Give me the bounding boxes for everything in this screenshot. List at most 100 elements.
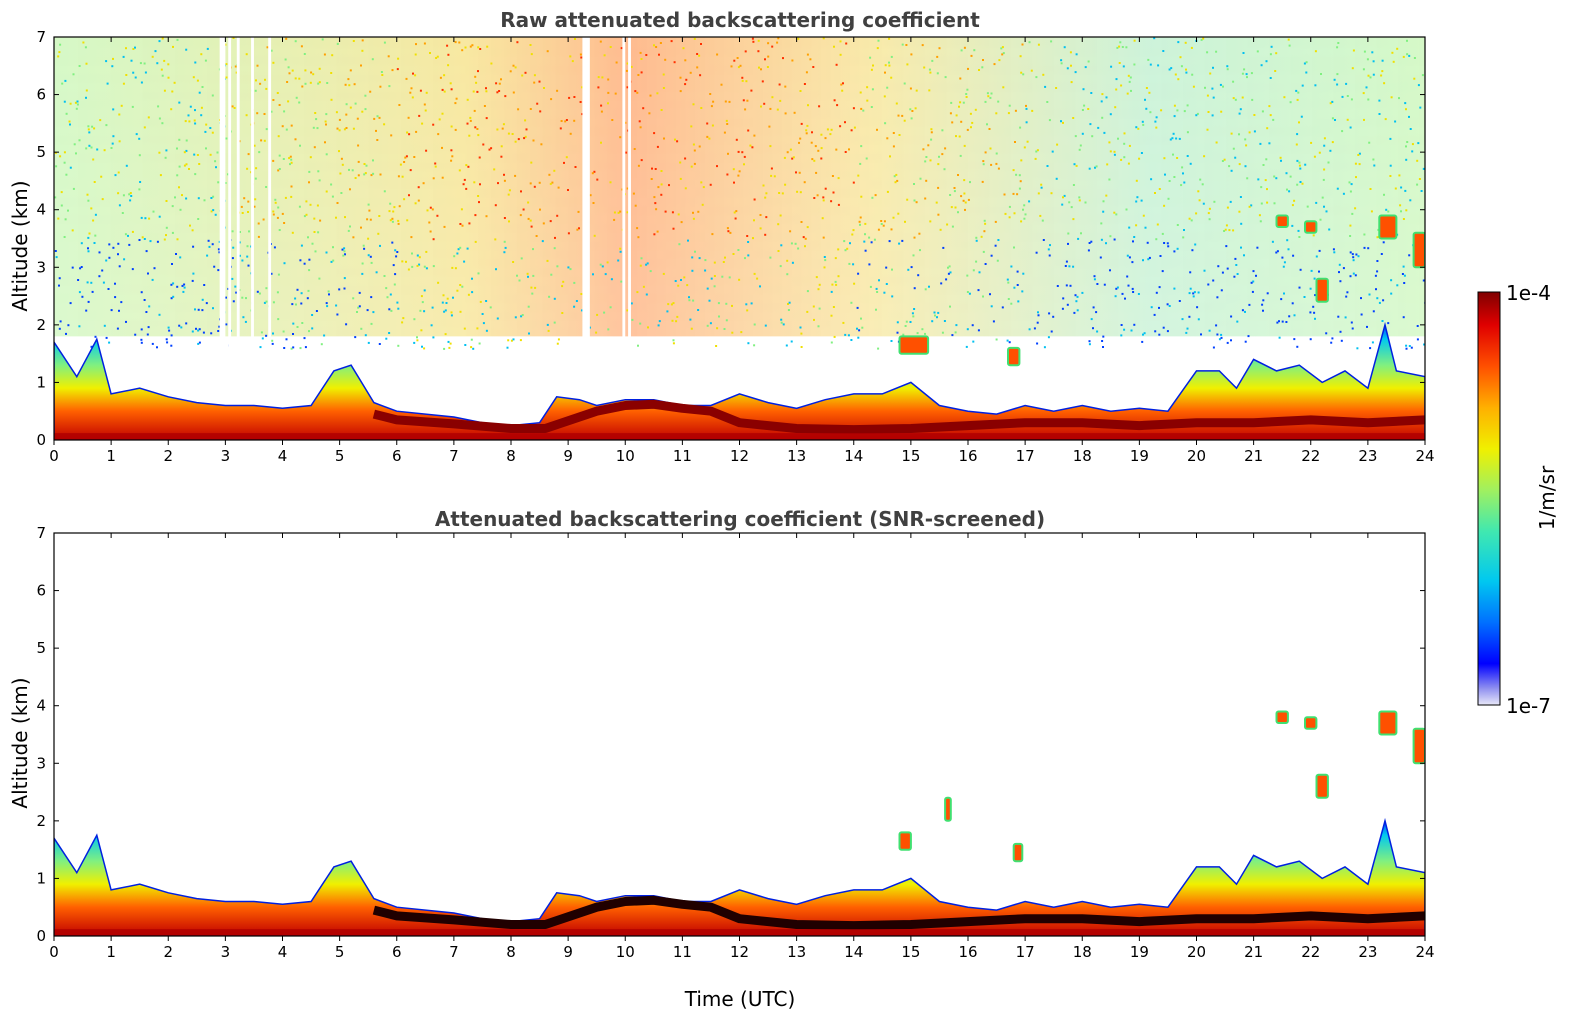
speckle [581, 86, 584, 89]
speckle [561, 285, 564, 288]
speckle [656, 145, 659, 148]
speckle [368, 209, 371, 212]
speckle [1123, 142, 1126, 145]
x-tick-label: 7 [449, 447, 459, 465]
speckle [232, 300, 235, 303]
speckle [266, 46, 269, 49]
speckle [1153, 313, 1156, 316]
speckle [1155, 238, 1158, 241]
speckle [1116, 46, 1119, 49]
speckle [258, 292, 261, 295]
speckle [468, 134, 471, 137]
speckle [532, 274, 535, 277]
speckle [125, 74, 128, 76]
speckle [890, 55, 893, 58]
speckle [388, 332, 391, 334]
speckle [466, 122, 469, 125]
speckle [791, 261, 794, 264]
speckle [691, 269, 694, 272]
speckle [1228, 229, 1231, 232]
speckle [338, 129, 341, 132]
speckle [1158, 286, 1161, 289]
speckle [1133, 63, 1136, 66]
speckle [676, 140, 679, 143]
speckle [281, 125, 284, 128]
speckle [1019, 55, 1022, 58]
speckle [447, 53, 450, 56]
speckle [308, 258, 311, 261]
x-tick-label: 16 [958, 447, 977, 465]
speckle [553, 297, 556, 300]
speckle [209, 153, 212, 156]
speckle [548, 295, 551, 298]
speckle [284, 196, 287, 199]
speckle [970, 126, 972, 129]
speckle [1025, 104, 1027, 107]
speckle [1301, 182, 1304, 185]
speckle [1245, 73, 1248, 76]
speckle [312, 126, 315, 129]
speckle [958, 105, 960, 108]
speckle [901, 43, 904, 46]
speckle [509, 70, 512, 73]
speckle [697, 210, 700, 213]
speckle [449, 342, 452, 345]
speckle [837, 275, 840, 278]
speckle [1215, 141, 1218, 144]
speckle [225, 137, 228, 140]
speckle [256, 112, 259, 115]
speckle [1283, 292, 1285, 295]
speckle [172, 295, 175, 298]
x-tick-label: 8 [506, 943, 516, 961]
speckle [619, 210, 622, 213]
speckle [924, 288, 927, 291]
speckle [933, 311, 936, 314]
speckle [282, 158, 285, 160]
speckle [304, 82, 307, 85]
speckle [839, 53, 842, 56]
speckle [626, 211, 629, 214]
speckle [1191, 249, 1194, 252]
speckle [852, 229, 855, 232]
speckle [1200, 333, 1202, 336]
speckle [178, 138, 181, 141]
speckle [611, 119, 614, 121]
speckle [1247, 335, 1250, 338]
speckle [1298, 121, 1300, 124]
speckle [498, 82, 501, 85]
speckle [573, 119, 576, 122]
speckle [989, 293, 991, 296]
speckle [947, 266, 949, 269]
speckle [1186, 155, 1189, 157]
speckle [1212, 346, 1215, 349]
speckle [1391, 51, 1394, 54]
speckle [54, 196, 57, 199]
speckle [283, 110, 286, 113]
speckle [1102, 335, 1105, 338]
speckle [936, 316, 938, 319]
speckle [232, 246, 235, 249]
speckle [1226, 65, 1229, 68]
speckle [766, 66, 769, 68]
speckle [770, 174, 773, 177]
speckle [93, 127, 96, 130]
speckle [1238, 163, 1241, 166]
speckle [1232, 147, 1235, 150]
speckle [963, 144, 966, 147]
speckle [370, 174, 373, 177]
speckle [966, 274, 969, 277]
speckle [753, 323, 756, 326]
speckle [1262, 309, 1264, 312]
speckle [1048, 312, 1051, 315]
speckle [495, 268, 497, 271]
speckle [352, 127, 355, 130]
speckle [550, 273, 553, 276]
speckle [378, 343, 381, 345]
speckle [299, 347, 302, 350]
speckle [414, 202, 417, 205]
x-tick-label: 17 [1016, 943, 1035, 961]
speckle [1378, 113, 1381, 115]
speckle [706, 135, 709, 138]
speckle [607, 102, 609, 105]
speckle [1061, 203, 1064, 206]
